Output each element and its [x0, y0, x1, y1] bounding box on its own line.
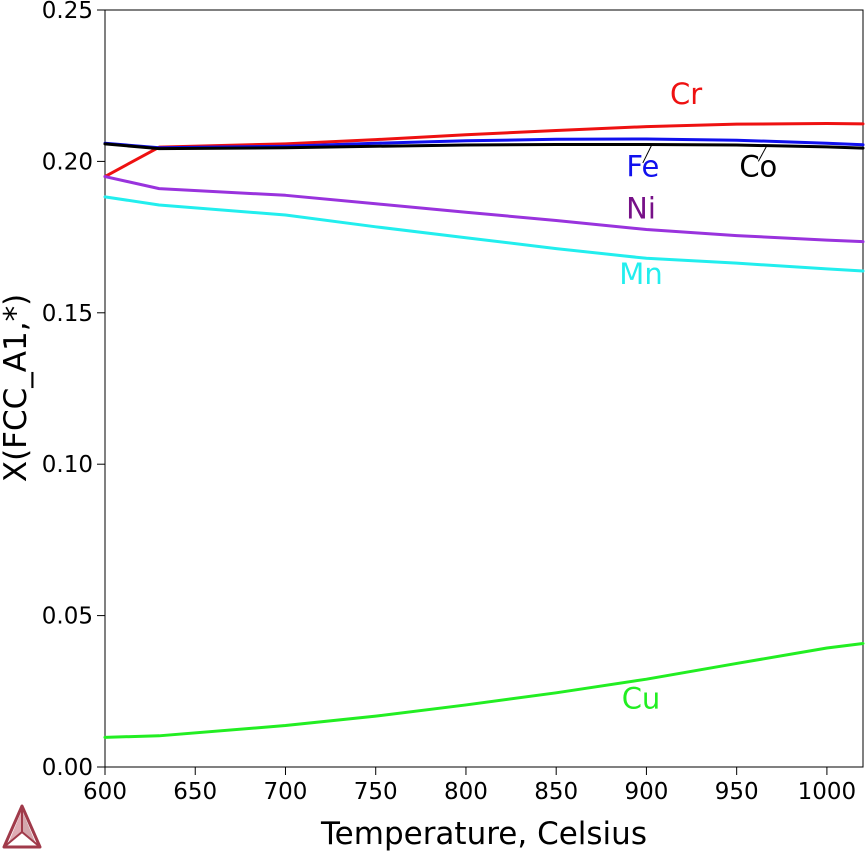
- series-line-cu: [103, 641, 865, 739]
- y-tick-label: 0.25: [42, 0, 93, 24]
- series-leader-co: [757, 144, 768, 162]
- y-tick-label: 0.10: [42, 452, 93, 478]
- series-label-layer: Cr Fe Co Ni Mn Cu: [619, 77, 777, 716]
- y-tick-label: 0.05: [42, 604, 93, 630]
- series-line-ni: [103, 175, 865, 244]
- x-tick-label: 600: [83, 779, 127, 805]
- y-axis-ticks: 0.00 0.05 0.10 0.15 0.20 0.25: [42, 0, 105, 781]
- series-line-cr: [103, 122, 865, 179]
- x-tick-label: 800: [444, 779, 488, 805]
- series-label-fe: Fe: [626, 150, 659, 184]
- x-tick-label: 1000: [798, 779, 857, 805]
- x-tick-label: 900: [624, 779, 668, 805]
- series-label-mn: Mn: [619, 257, 662, 291]
- series-label-co: Co: [739, 150, 777, 184]
- y-tick-label: 0.00: [42, 755, 93, 781]
- x-tick-label: 750: [354, 779, 398, 805]
- thermo-calc-logo-icon: [2, 804, 42, 849]
- plot-frame: [104, 9, 864, 768]
- x-tick-label: 950: [715, 779, 759, 805]
- y-axis-label: X(FCC_A1,*): [0, 294, 34, 482]
- series-label-cr: Cr: [670, 77, 702, 111]
- x-tick-label: 650: [173, 779, 217, 805]
- series-label-cu: Cu: [622, 682, 661, 716]
- x-tick-label: 700: [264, 779, 308, 805]
- y-tick-label: 0.15: [42, 301, 93, 327]
- series-line-mn: [103, 195, 865, 273]
- x-axis-label: Temperature, Celsius: [320, 816, 647, 852]
- series-leader-fe: [642, 144, 653, 164]
- x-tick-label: 850: [534, 779, 578, 805]
- x-axis-ticks: 600 650 700 750 800 850 900 950 1000: [83, 767, 856, 805]
- series-label-ni: Ni: [626, 191, 656, 225]
- series-layer: [103, 122, 865, 739]
- y-tick-label: 0.20: [42, 149, 93, 175]
- series-line-co: [103, 142, 865, 151]
